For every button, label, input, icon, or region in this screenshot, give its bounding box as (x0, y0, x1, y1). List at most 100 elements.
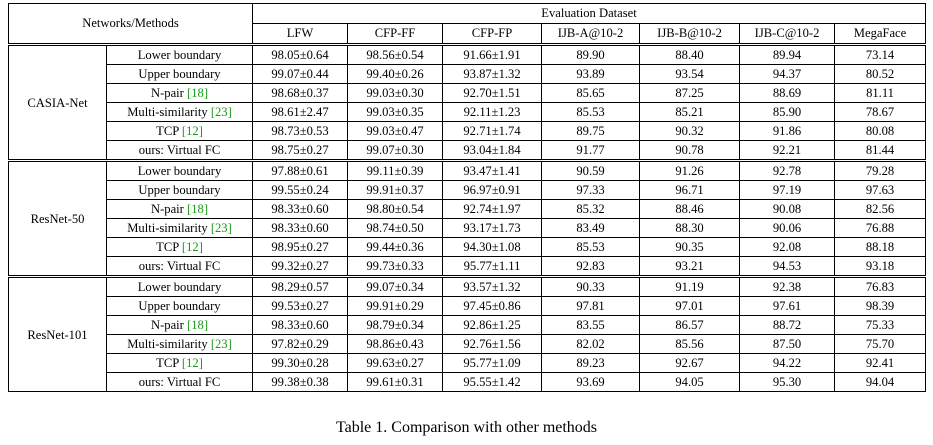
method-name: ours: Virtual FC (138, 375, 221, 389)
value-cell: 99.53±0.27 (252, 296, 349, 316)
value-cell: 93.18 (834, 256, 927, 277)
table-row: Upper boundary 99.53±0.27 99.91±0.29 97.45±… (9, 296, 927, 316)
citation-link[interactable]: [12] (181, 240, 203, 254)
value-cell: 92.38 (739, 275, 836, 297)
value-cell: 89.23 (541, 353, 641, 373)
value-cell: 97.63 (834, 180, 927, 200)
network-name: ResNet-101 (8, 275, 107, 392)
value-cell: 90.06 (739, 218, 836, 238)
value-cell: 98.39 (834, 296, 927, 316)
value-cell: 88.46 (639, 199, 741, 219)
value-cell: 98.95±0.27 (252, 237, 349, 257)
table-row: Multi-similarity [23] 98.61±2.47 99.03±0.3… (9, 102, 927, 122)
citation-link[interactable]: [23] (210, 337, 232, 351)
citation-link[interactable]: [12] (181, 356, 203, 370)
method-name: ours: Virtual FC (138, 259, 221, 273)
value-cell: 98.33±0.60 (252, 315, 349, 335)
table-row: N-pair [18] 98.33±0.60 98.80±0.54 92.74±1.9… (9, 199, 927, 219)
value-cell: 92.78 (739, 159, 836, 181)
value-cell: 88.40 (639, 43, 741, 65)
value-cell: 95.77±1.09 (442, 353, 543, 373)
table-row: Multi-similarity [23] 98.33±0.60 98.74±0.5… (9, 218, 927, 238)
method-name: ours: Virtual FC (138, 143, 221, 157)
value-cell: 99.73±0.33 (347, 256, 444, 277)
header-row-top: Networks/Methods Evaluation Dataset (7, 3, 927, 45)
value-cell: 93.04±1.84 (442, 140, 543, 161)
value-cell: 94.22 (739, 353, 836, 373)
value-cell: 94.05 (639, 372, 741, 392)
value-cell: 92.70±1.51 (442, 83, 543, 103)
value-cell: 90.35 (639, 237, 741, 257)
value-cell: 93.17±1.73 (442, 218, 543, 238)
value-cell: 82.02 (541, 334, 641, 354)
value-cell: 98.61±2.47 (252, 102, 349, 122)
table-row: ResNet-50 Lower boundary 97.88±0.61 99.11±0… (8, 159, 927, 277)
value-cell: 83.55 (541, 315, 641, 335)
column-header: IJB-A@10-2 (541, 23, 641, 45)
value-cell: 91.26 (639, 159, 741, 181)
table-row: TCP [12] 98.95±0.27 99.44±0.36 94.30±1.08 85… (9, 237, 927, 257)
network-name: ResNet-50 (8, 159, 107, 277)
citation-link[interactable]: [23] (210, 105, 232, 119)
value-cell: 89.90 (541, 43, 641, 65)
value-cell: 80.52 (834, 64, 927, 84)
value-cell: 99.11±0.39 (347, 159, 444, 181)
value-cell: 82.56 (834, 199, 927, 219)
citation-link[interactable]: [18] (187, 202, 209, 216)
citation-link[interactable]: [23] (210, 221, 232, 235)
value-cell: 85.53 (541, 102, 641, 122)
value-cell: 98.05±0.64 (252, 43, 349, 65)
value-cell: 92.83 (541, 256, 641, 277)
method-name: Multi-similarity (127, 337, 211, 351)
value-cell: 92.08 (739, 237, 836, 257)
comparison-table: Networks/Methods Evaluation Dataset LFW … (7, 3, 927, 392)
citation-link[interactable]: [12] (181, 124, 203, 138)
citation-link[interactable]: [18] (187, 318, 209, 332)
value-cell: 93.47±1.41 (442, 159, 543, 181)
column-header: IJB-C@10-2 (739, 23, 836, 45)
value-cell: 92.21 (739, 140, 836, 161)
value-cell: 92.11±1.23 (442, 102, 543, 122)
value-cell: 98.68±0.37 (252, 83, 349, 103)
value-cell: 99.32±0.27 (252, 256, 349, 277)
value-cell: 83.49 (541, 218, 641, 238)
value-cell: 99.40±0.26 (347, 64, 444, 84)
value-cell: 89.75 (541, 121, 641, 141)
value-cell: 99.61±0.31 (347, 372, 444, 392)
comparison-table-container: Networks/Methods Evaluation Dataset LFW … (7, 3, 927, 392)
method-cell: Upper boundary (105, 296, 254, 316)
column-header: IJB-B@10-2 (639, 23, 741, 45)
table-body: CASIA-Net Lower boundary 98.05±0.64 98.56±0… (8, 43, 927, 392)
method-name: TCP (156, 124, 182, 138)
value-cell: 85.65 (541, 83, 641, 103)
method-name: Upper boundary (138, 183, 221, 197)
value-cell: 93.54 (639, 64, 741, 84)
value-cell: 85.32 (541, 199, 641, 219)
table-row: CASIA-Net Lower boundary 98.05±0.64 98.56±0… (8, 43, 927, 161)
value-cell: 90.32 (639, 121, 741, 141)
method-name: N-pair (151, 86, 188, 100)
network-name: CASIA-Net (8, 43, 107, 161)
value-cell: 90.33 (541, 275, 641, 297)
value-cell: 88.18 (834, 237, 927, 257)
value-cell: 91.77 (541, 140, 641, 161)
method-name: N-pair (151, 318, 188, 332)
value-cell: 99.07±0.34 (347, 275, 444, 297)
table-row: N-pair [18] 98.68±0.37 99.03±0.30 92.70±1.5… (9, 83, 927, 103)
column-header: LFW (252, 23, 349, 45)
value-cell: 98.80±0.54 (347, 199, 444, 219)
value-cell: 93.21 (639, 256, 741, 277)
value-cell: 78.67 (834, 102, 927, 122)
value-cell: 93.89 (541, 64, 641, 84)
method-cell: Upper boundary (105, 64, 254, 84)
method-cell: Upper boundary (105, 180, 254, 200)
citation-link[interactable]: [18] (187, 86, 209, 100)
value-cell: 90.59 (541, 159, 641, 181)
table-row: TCP [12] 99.30±0.28 99.63±0.27 95.77±1.09 89… (9, 353, 927, 373)
value-cell: 92.67 (639, 353, 741, 373)
table-row: ours: Virtual FC 99.38±0.38 99.61±0.31 95.5… (9, 372, 927, 392)
value-cell: 75.70 (834, 334, 927, 354)
method-cell: ours: Virtual FC (105, 256, 254, 277)
value-cell: 98.75±0.27 (252, 140, 349, 161)
value-cell: 99.30±0.28 (252, 353, 349, 373)
